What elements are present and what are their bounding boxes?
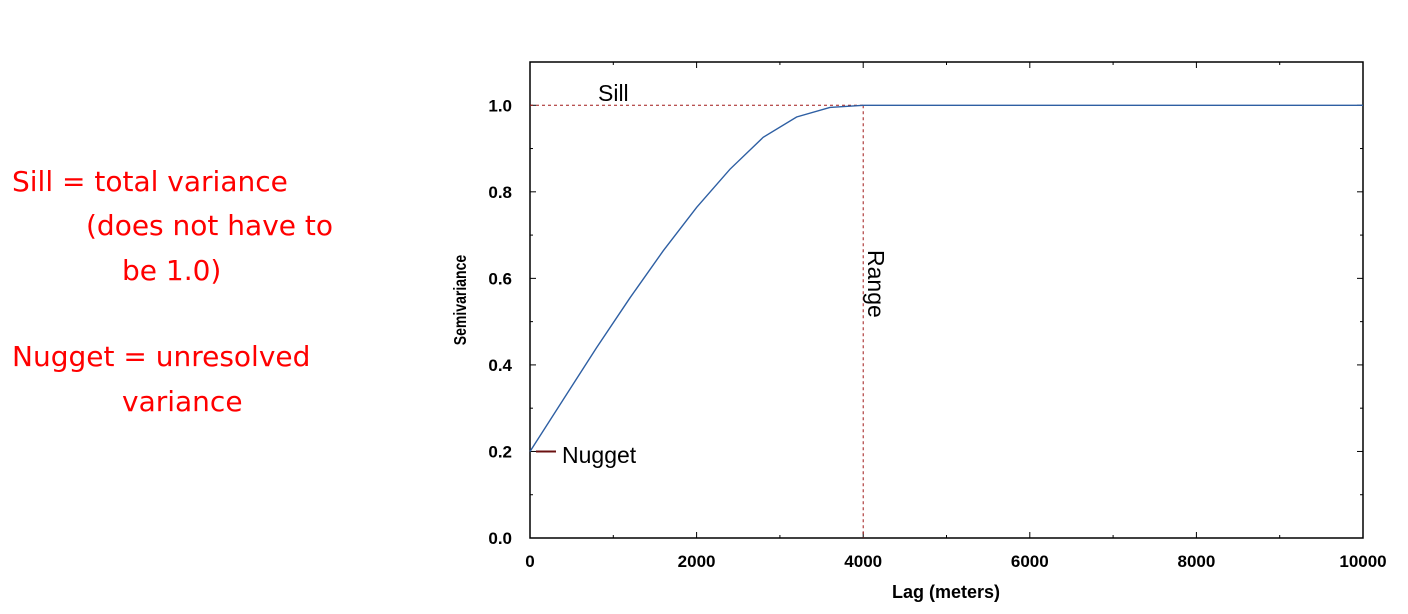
x-tick-label: 4000	[844, 552, 882, 571]
y-axis-label: Semivariance	[450, 255, 470, 345]
y-tick-label: 0.0	[488, 529, 512, 548]
nugget-label: Nugget	[562, 442, 637, 468]
x-tick-label: 6000	[1011, 552, 1049, 571]
nugget-note-line2: variance	[122, 385, 243, 418]
sill-note-line3: be 1.0)	[122, 254, 222, 287]
x-tick-label: 8000	[1177, 552, 1215, 571]
x-tick-label: 2000	[678, 552, 716, 571]
range-label: Range	[863, 250, 889, 318]
sill-label: Sill	[598, 80, 629, 106]
sill-note-line1: Sill = total variance	[12, 165, 288, 198]
sill-note-line2: (does not have to	[86, 209, 334, 242]
y-tick-label: 1.0	[488, 96, 512, 115]
y-tick-label: 0.8	[488, 183, 512, 202]
x-tick-label: 10000	[1339, 552, 1386, 571]
y-tick-label: 0.2	[488, 442, 512, 461]
plot-frame	[529, 61, 1364, 539]
y-tick-label: 0.4	[488, 356, 512, 375]
nugget-note-line1: Nugget = unresolved	[12, 340, 311, 373]
x-tick-label: 0	[525, 552, 534, 571]
semivariogram-curve	[529, 104, 1363, 452]
y-tick-label: 0.6	[488, 269, 512, 288]
x-axis-label: Lag (meters)	[892, 582, 1000, 602]
